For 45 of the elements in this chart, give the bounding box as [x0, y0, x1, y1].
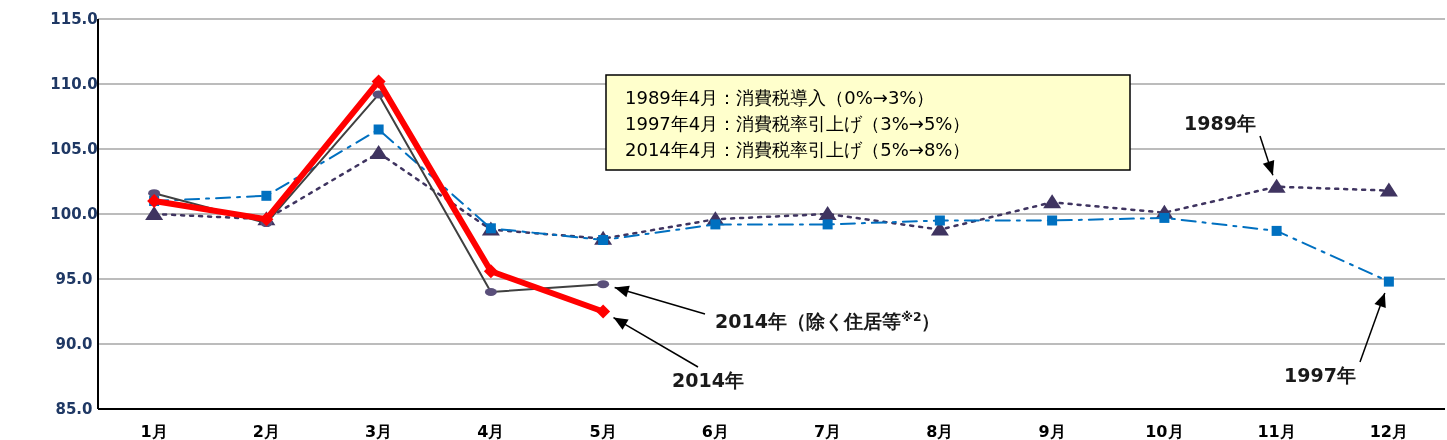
- point: [710, 219, 721, 230]
- point: [822, 219, 833, 230]
- y-tick-label: 115.0: [50, 10, 98, 28]
- x-tick-label: 3月: [365, 422, 393, 440]
- annotation-box: 1989年4月：消費税導入（0%→3%） 1997年4月：消費税率引上げ（3%→5%） 2014年4月：消費税率引上げ（5%→8%）: [605, 74, 1131, 171]
- point: [596, 304, 611, 319]
- x-tick-label: 6月: [701, 422, 729, 440]
- text: 2014年（除く住居等$^{※2}$）: [715, 310, 941, 332]
- point: [1379, 182, 1398, 197]
- point: [1159, 212, 1170, 223]
- x-tick-label: 9月: [1038, 422, 1066, 440]
- point: [1043, 194, 1062, 209]
- annotation: 1997年4月：消費税率引上げ（3%→5%）: [625, 113, 971, 134]
- point: [1047, 215, 1058, 226]
- x-tick-label: 7月: [814, 422, 842, 440]
- x-tick-label: 2月: [252, 422, 280, 440]
- y-tick-label: 85.0: [55, 400, 93, 418]
- point: [818, 206, 837, 220]
- x-tick-label: 8月: [926, 422, 954, 440]
- x-tick-label: 11月: [1257, 422, 1296, 440]
- y-tick-label: 110.0: [50, 75, 98, 93]
- x-tick-label: 4月: [477, 422, 505, 440]
- x-tick-label: 10月: [1145, 422, 1184, 440]
- point: [145, 206, 164, 220]
- annotation: 2014年4月：消費税率引上げ（5%→8%）: [625, 139, 971, 160]
- y-tick-label: 90.0: [55, 335, 93, 353]
- y-tick-label: 105.0: [50, 140, 98, 158]
- point: [1271, 225, 1282, 236]
- point: [934, 215, 945, 226]
- point: [483, 264, 498, 279]
- x-tick-label: 12月: [1369, 422, 1409, 440]
- annotation: 1989年4月：消費税導入（0%→3%）: [625, 87, 935, 108]
- text: 1989年: [1184, 112, 1256, 134]
- x-tick-label: 1月: [140, 422, 168, 440]
- y-tick-label: 95.0: [55, 270, 93, 288]
- point: [373, 124, 384, 135]
- point: [371, 74, 386, 89]
- y-tick-label: 100.0: [50, 205, 98, 223]
- point: [369, 144, 388, 159]
- point: [1383, 276, 1394, 287]
- x-tick-label: 5月: [589, 422, 617, 440]
- point: [1267, 178, 1286, 193]
- text: 2014年: [672, 369, 744, 391]
- point: [261, 190, 272, 201]
- text: 1997年: [1284, 364, 1356, 386]
